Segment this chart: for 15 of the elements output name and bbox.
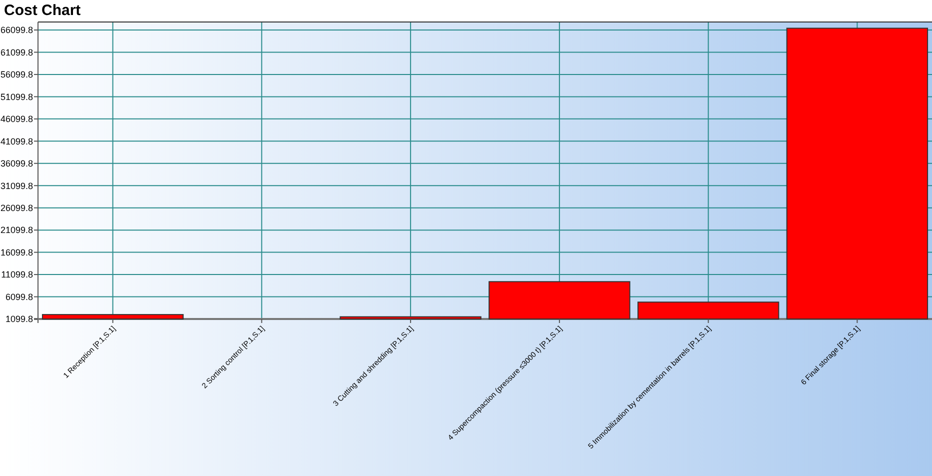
- y-tick-label: 31099.8: [0, 180, 33, 191]
- y-tick-label: 1099.8: [5, 314, 33, 324]
- y-tick-label: 6099.8: [5, 292, 33, 302]
- y-tick-label: 21099.8: [0, 225, 33, 236]
- y-tick-label: 41099.8: [0, 136, 33, 146]
- y-tick-label: 26099.8: [0, 203, 33, 213]
- y-tick-label: 11099.8: [1, 270, 33, 280]
- y-tick-label: 46099.8: [0, 114, 33, 124]
- y-tick-label: 51099.8: [0, 92, 33, 102]
- y-tick-label: 16099.8: [0, 247, 33, 258]
- chart-title: Cost Chart: [4, 2, 81, 19]
- y-tick-label: 36099.8: [0, 158, 33, 169]
- y-tick-label: 56099.8: [0, 70, 33, 80]
- y-tick-label: 66099.8: [0, 25, 33, 36]
- y-tick-label: 61099.8: [0, 47, 33, 58]
